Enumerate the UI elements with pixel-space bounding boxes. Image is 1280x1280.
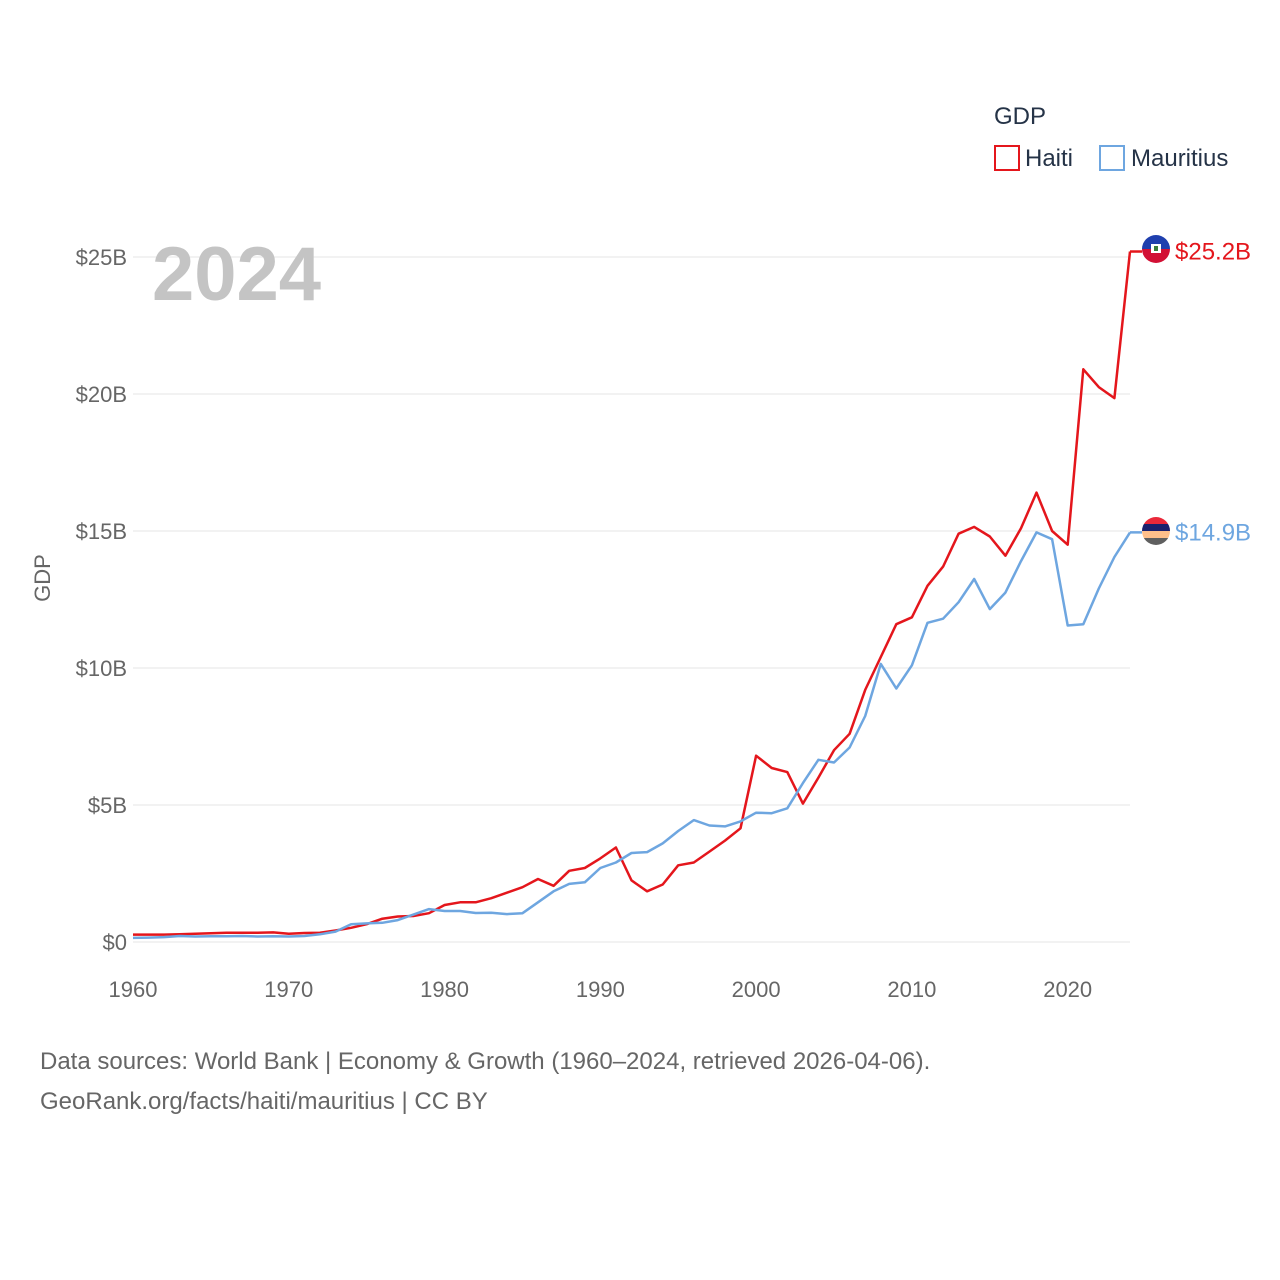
series-layer: [132, 250, 1142, 940]
legend-item-mauritius[interactable]: Mauritius: [1099, 145, 1228, 172]
legend: GDP Haiti Mauritius: [994, 103, 1228, 172]
grid-layer: [133, 256, 1130, 943]
source-line-1: Data sources: World Bank | Economy & Gro…: [40, 1048, 931, 1075]
y-axis: $0 $5B $10B $15B $20B $25B: [76, 245, 127, 955]
haiti-flag-icon: [1142, 235, 1170, 263]
end-label-haiti: $25.2B: [1175, 239, 1251, 266]
y-tick-label: $5B: [88, 793, 127, 818]
x-axis: 1960 1970 1980 1990 2000 2010 2020: [109, 977, 1093, 1002]
x-tick-label: 1990: [576, 977, 625, 1002]
legend-swatch-mauritius: [1099, 145, 1125, 171]
x-tick-label: 1970: [264, 977, 313, 1002]
legend-title: GDP: [994, 103, 1046, 130]
source-note: Data sources: World Bank | Economy & Gro…: [40, 1042, 930, 1122]
y-tick-label: $25B: [76, 245, 127, 270]
x-tick-label: 1960: [109, 977, 158, 1002]
y-tick-label: $10B: [76, 656, 127, 681]
end-labels: $25.2B $14.9B: [1175, 239, 1251, 547]
y-tick-label: $0: [103, 930, 127, 955]
x-tick-label: 1980: [420, 977, 469, 1002]
x-tick-label: 2010: [887, 977, 936, 1002]
legend-label-haiti: Haiti: [1025, 145, 1073, 172]
legend-item-haiti[interactable]: Haiti: [994, 145, 1073, 172]
year-label: 2024: [152, 232, 321, 317]
y-tick-label: $15B: [76, 519, 127, 544]
y-tick-label: $20B: [76, 382, 127, 407]
series-line-haiti[interactable]: [133, 251, 1132, 936]
mauritius-flag-icon: [1142, 517, 1170, 545]
series-line-mauritius[interactable]: [132, 531, 1132, 940]
x-tick-label: 2020: [1043, 977, 1092, 1002]
y-axis-title: GDP: [30, 554, 55, 602]
legend-swatch-haiti: [994, 145, 1020, 171]
x-tick-label: 2000: [732, 977, 781, 1002]
end-label-mauritius: $14.9B: [1175, 519, 1251, 546]
source-line-2: GeoRank.org/facts/haiti/mauritius | CC B…: [40, 1088, 488, 1115]
legend-label-mauritius: Mauritius: [1131, 145, 1228, 172]
